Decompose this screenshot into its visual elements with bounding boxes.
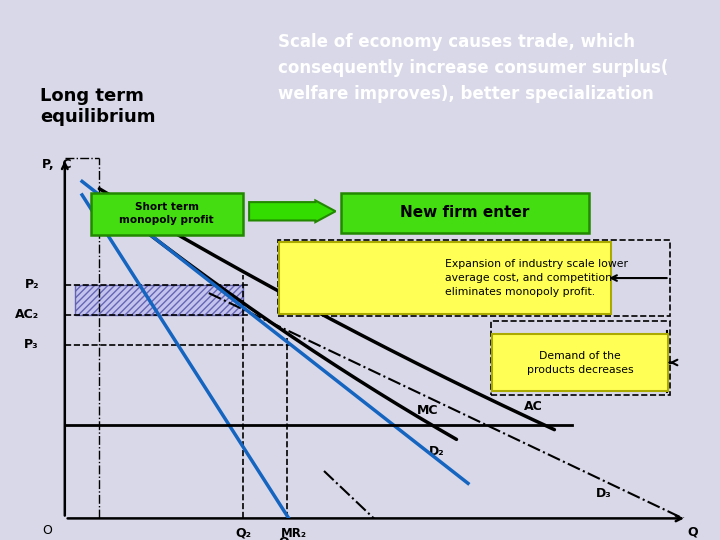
Text: Q: Q — [688, 525, 698, 538]
Text: AC₂: AC₂ — [14, 308, 39, 321]
Text: P₃: P₃ — [24, 339, 39, 352]
Text: MR₂: MR₂ — [281, 526, 307, 540]
Bar — [75, 285, 243, 315]
Text: AC: AC — [523, 400, 542, 413]
Text: P,  C: P, C — [42, 158, 71, 171]
Bar — [278, 240, 670, 316]
Bar — [491, 321, 670, 395]
FancyArrow shape — [249, 200, 336, 222]
FancyBboxPatch shape — [279, 242, 611, 314]
Text: P₂: P₂ — [24, 278, 39, 291]
FancyBboxPatch shape — [341, 193, 589, 233]
Text: O: O — [42, 524, 53, 537]
FancyBboxPatch shape — [492, 334, 668, 391]
Text: D₃: D₃ — [596, 487, 612, 500]
Text: Short term
monopoly profit: Short term monopoly profit — [120, 202, 214, 225]
Text: Q₃: Q₃ — [279, 535, 294, 540]
Text: Long term
equilibrium: Long term equilibrium — [40, 87, 156, 126]
Text: MC: MC — [417, 404, 438, 417]
Text: Expansion of industry scale lower
average cost, and competition
eliminates monop: Expansion of industry scale lower averag… — [445, 259, 628, 298]
Text: New firm enter: New firm enter — [400, 205, 530, 220]
FancyBboxPatch shape — [91, 193, 243, 235]
Text: D₂: D₂ — [428, 444, 444, 458]
Text: Demand of the
products decreases: Demand of the products decreases — [527, 350, 634, 375]
Text: Q₂: Q₂ — [235, 527, 251, 540]
Text: Scale of economy causes trade, which
consequently increase consumer surplus(
wel: Scale of economy causes trade, which con… — [278, 32, 668, 104]
